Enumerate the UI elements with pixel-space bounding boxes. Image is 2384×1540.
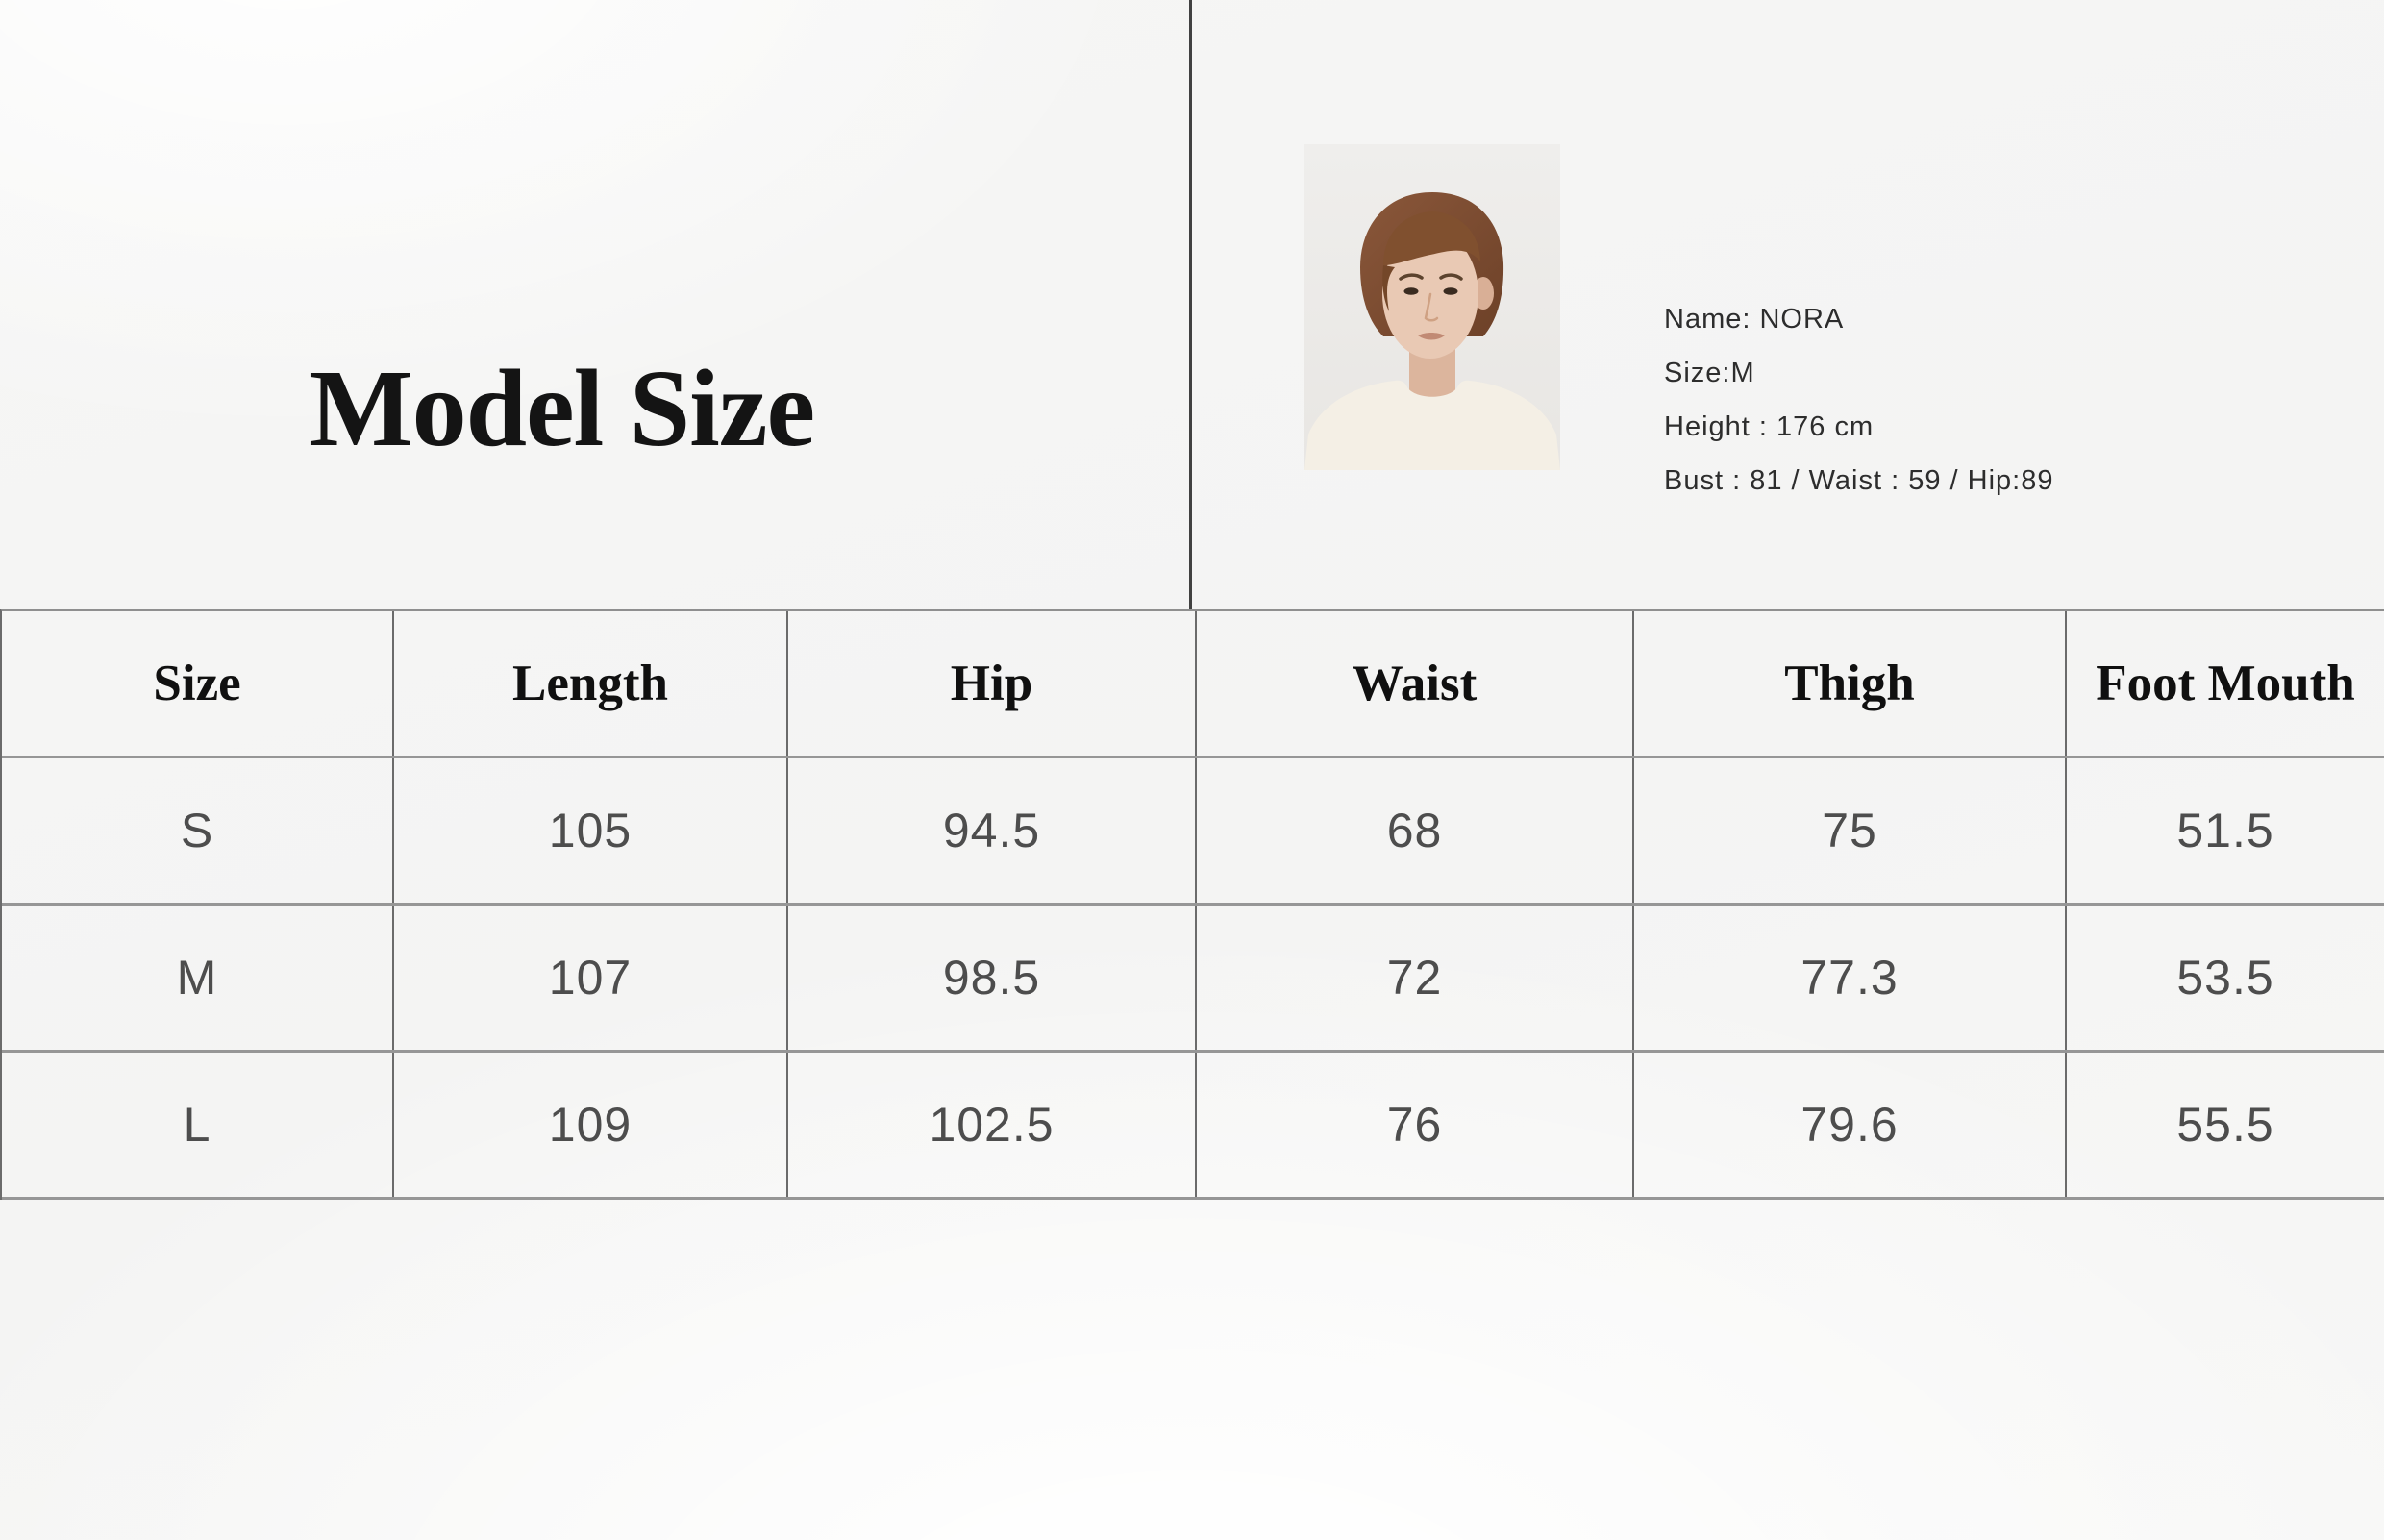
cell-length: 109: [394, 1053, 788, 1197]
model-size-line: Size:M: [1664, 358, 1755, 388]
column-header-waist: Waist: [1197, 611, 1634, 756]
cell-thigh: 77.3: [1634, 906, 2067, 1050]
cell-hip: 98.5: [788, 906, 1197, 1050]
cell-size: M: [2, 906, 394, 1050]
cell-waist: 68: [1197, 758, 1634, 903]
vertical-divider: [1189, 0, 1192, 611]
cell-size: S: [2, 758, 394, 903]
column-header-foot-mouth: Foot Mouth: [2096, 656, 2355, 711]
cell-hip: 102.5: [788, 1053, 1197, 1197]
column-header-size: Size: [2, 611, 394, 756]
table-row-l: L 109 102.5 76 79.6 55.5: [2, 1053, 2384, 1200]
model-name-line: Name: NORA: [1664, 304, 1845, 335]
cell-thigh: 75: [1634, 758, 2067, 903]
table-row-s: S 105 94.5 68 75 51.5: [2, 758, 2384, 906]
model-height-line: Height : 176 cm: [1664, 411, 1875, 442]
cell-foot-mouth: 53.5: [2176, 951, 2274, 1005]
column-header-hip: Hip: [788, 611, 1197, 756]
cell-waist: 72: [1197, 906, 1634, 1050]
cell-waist: 76: [1197, 1053, 1634, 1197]
cell-size: L: [2, 1053, 394, 1197]
model-info: Name: NORA Size:M Height : 176 cm Bust :…: [1664, 292, 2053, 508]
model-headshot-illustration: [1304, 144, 1560, 470]
cell-thigh: 79.6: [1634, 1053, 2067, 1197]
table-header-row: Size Length Hip Waist Thigh Foot Mouth: [2, 611, 2384, 758]
column-header-thigh: Thigh: [1634, 611, 2067, 756]
cell-foot-mouth: 55.5: [2176, 1098, 2274, 1152]
size-table: Size Length Hip Waist Thigh Foot Mouth S…: [0, 609, 2384, 1200]
table-row-m: M 107 98.5 72 77.3 53.5: [2, 906, 2384, 1053]
page-title: Model Size: [310, 347, 815, 470]
cell-length: 107: [394, 906, 788, 1050]
model-photo: [1304, 144, 1560, 470]
cell-hip: 94.5: [788, 758, 1197, 903]
cell-foot-mouth: 51.5: [2176, 804, 2274, 857]
cell-length: 105: [394, 758, 788, 903]
column-header-length: Length: [394, 611, 788, 756]
model-measurements-line: Bust : 81 / Waist : 59 / Hip:89: [1664, 465, 2054, 496]
